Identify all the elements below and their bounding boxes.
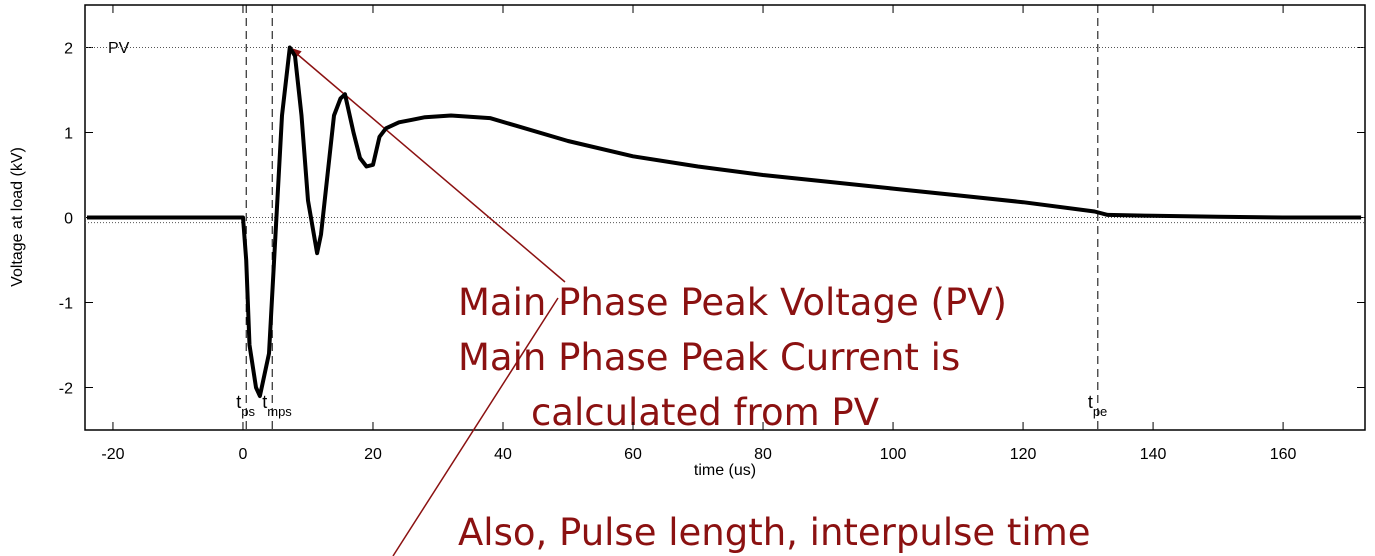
marker-label-main: t	[262, 392, 267, 412]
x-tick-label: -20	[101, 446, 124, 463]
x-tick-label: 140	[1140, 446, 1167, 463]
annotation: Main Phase Peak Current is	[458, 336, 960, 379]
marker-label-main: t	[236, 392, 241, 412]
data-line	[87, 45, 1362, 398]
marker-label-sub: pe	[1093, 404, 1107, 419]
marker-label-sub: mps	[267, 404, 292, 419]
y-tick-label: 1	[64, 126, 73, 143]
y-tick-label: 0	[64, 211, 73, 228]
y-tick-label: -2	[59, 381, 73, 398]
y-tick-label: -1	[59, 296, 73, 313]
x-tick-label: 0	[239, 446, 248, 463]
marker-label-sub: ps	[241, 404, 255, 419]
x-tick-label: 120	[1010, 446, 1037, 463]
y-tick-label: 2	[64, 41, 73, 58]
x-tick-label: 60	[624, 446, 642, 463]
annotation: Main Phase Peak Voltage (PV)	[458, 281, 1007, 324]
x-tick-label: 20	[364, 446, 382, 463]
marker-label-main: t	[1088, 392, 1093, 412]
arrow	[289, 47, 566, 283]
x-tick-label: 80	[754, 446, 772, 463]
marker-label: tps	[236, 392, 255, 419]
marker-label: tpe	[1088, 392, 1107, 419]
x-tick-label: 40	[494, 446, 512, 463]
annotation: calculated from PV	[531, 391, 879, 434]
annotation: Also, Pulse length, interpulse time	[458, 511, 1091, 554]
marker-label: tmps	[262, 392, 292, 419]
x-tick-label: 160	[1270, 446, 1297, 463]
x-tick-label: 100	[880, 446, 907, 463]
pv-label: PV	[108, 40, 130, 57]
x-axis-label: time (us)	[694, 462, 756, 479]
y-axis-label: Voltage at load (kV)	[9, 147, 26, 287]
arrow-line	[392, 297, 559, 556]
